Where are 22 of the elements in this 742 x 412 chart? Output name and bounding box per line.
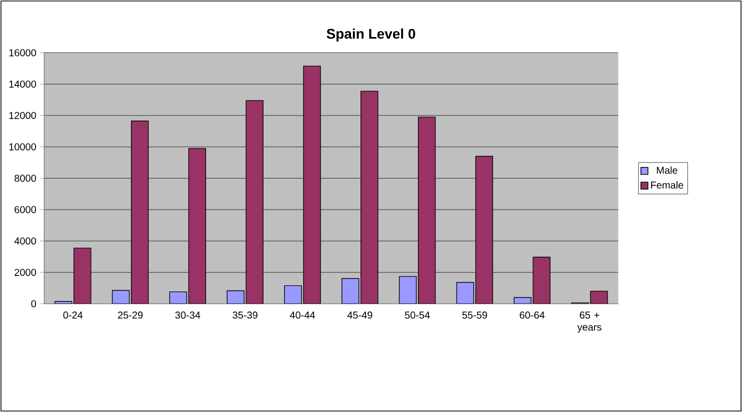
y-tick-label: 8000 <box>14 174 36 182</box>
y-tick-label: 14000 <box>9 80 36 88</box>
chart-title: Spain Level 0 <box>326 28 416 42</box>
y-tick-label: 6000 <box>14 206 36 214</box>
x-tick-label: 50-54 <box>404 312 430 319</box>
y-tick-label: 10000 <box>9 143 36 150</box>
x-tick-label: 30-34 <box>175 312 200 319</box>
x-tick-label: 55-59 <box>462 312 488 319</box>
y-tick-label: 4000 <box>14 237 36 245</box>
y-tick-label: 16000 <box>9 49 36 56</box>
x-tick-label: 0-24 <box>63 312 83 319</box>
x-tick-label: 40-44 <box>290 312 315 319</box>
legend-label: Female <box>651 181 684 189</box>
y-tick-label: 0 <box>31 300 36 308</box>
y-tick-label: 12000 <box>9 112 36 120</box>
x-tick-label: 45-49 <box>347 312 372 319</box>
legend-label: Male <box>656 166 678 174</box>
x-tick-label: 25-29 <box>118 312 143 319</box>
x-tick-label: 35-39 <box>232 312 258 319</box>
x-tick-label: 60-64 <box>520 312 545 319</box>
y-tick-label: 2000 <box>14 268 36 276</box>
x-tick-label: 65 + years <box>577 312 602 333</box>
